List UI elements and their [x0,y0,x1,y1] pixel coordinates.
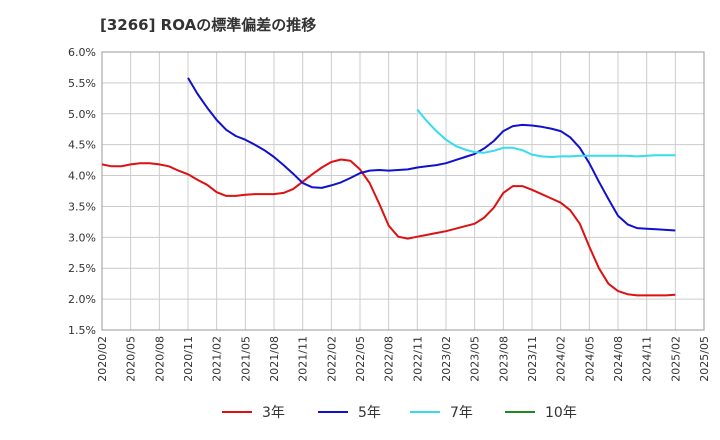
x-tick-label: 2023/02 [440,336,453,382]
x-tick-label: 2021/08 [268,336,281,382]
y-tick-label: 5.0% [68,108,96,121]
x-tick-label: 2024/11 [641,336,654,382]
x-tick-label: 2022/05 [354,336,367,382]
legend-label: 3年 [262,405,285,421]
legend-label: 5年 [358,405,381,421]
legend-label: 10年 [545,405,577,421]
x-tick-label: 2021/02 [211,336,224,382]
y-tick-label: 1.5% [68,324,96,337]
x-tick-label: 2024/02 [555,336,568,382]
x-tick-label: 2025/05 [698,336,711,382]
legend-label: 7年 [450,405,473,421]
series-line-5年 [187,77,676,232]
series-line-7年 [416,108,676,158]
y-tick-label: 2.5% [68,262,96,275]
x-tick-label: 2023/11 [526,336,539,382]
x-tick-label: 2024/05 [583,336,596,382]
y-tick-label: 5.5% [68,77,96,90]
series-line-3年 [101,158,676,297]
chart-title: [3266] ROAの標準偏差の推移 [100,16,317,34]
x-tick-label: 2022/11 [411,336,424,382]
x-tick-label: 2023/08 [497,336,510,382]
x-tick-label: 2025/02 [669,336,682,382]
y-tick-label: 4.5% [68,139,96,152]
x-tick-label: 2022/08 [383,336,396,382]
x-tick-label: 2024/08 [612,336,625,382]
x-tick-label: 2020/11 [182,336,195,382]
x-tick-label: 2022/02 [325,336,338,382]
x-tick-label: 2020/05 [125,336,138,382]
x-tick-label: 2023/05 [469,336,482,382]
y-tick-label: 3.5% [68,200,96,213]
x-tick-label: 2020/08 [153,336,166,382]
x-tick-label: 2021/05 [239,336,252,382]
plot-border [101,51,705,331]
y-tick-label: 4.0% [68,170,96,183]
x-tick-label: 2021/11 [297,336,310,382]
y-tick-label: 2.0% [68,293,96,306]
y-tick-label: 3.0% [68,231,96,244]
x-tick-label: 2020/02 [96,336,109,382]
y-tick-label: 6.0% [68,46,96,59]
